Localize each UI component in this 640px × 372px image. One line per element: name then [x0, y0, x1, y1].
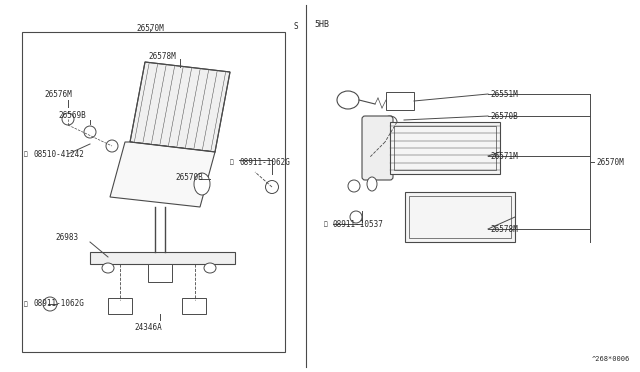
Text: 26571M: 26571M [490, 151, 518, 160]
Bar [390, 122, 500, 174]
Text: 08911-1062G: 08911-1062G [33, 299, 84, 308]
Text: 08911-1062G: 08911-1062G [239, 157, 290, 167]
Circle shape [84, 126, 96, 138]
Text: 26578M: 26578M [148, 51, 176, 61]
Text: 26570B: 26570B [175, 173, 203, 182]
Ellipse shape [367, 177, 377, 191]
Text: Ⓝ: Ⓝ [324, 221, 328, 227]
Text: 26570B: 26570B [490, 112, 518, 121]
Bar [22, 32, 285, 352]
Text: 08510-41242: 08510-41242 [33, 150, 84, 158]
Text: 26570M: 26570M [596, 157, 624, 167]
Text: 26551M: 26551M [490, 90, 518, 99]
Text: 26570M: 26570M [136, 23, 164, 32]
Text: 5HB: 5HB [314, 20, 329, 29]
Text: Ⓝ: Ⓝ [230, 159, 234, 165]
Circle shape [348, 180, 360, 192]
Text: 08911-10537: 08911-10537 [333, 219, 384, 228]
Polygon shape [90, 252, 235, 264]
Polygon shape [110, 142, 215, 207]
FancyBboxPatch shape [362, 116, 393, 180]
Ellipse shape [194, 173, 210, 195]
Ellipse shape [337, 91, 359, 109]
Bar [182, 298, 206, 314]
Circle shape [62, 113, 74, 125]
Polygon shape [130, 62, 230, 152]
Text: Ⓢ: Ⓢ [24, 151, 28, 157]
Text: 24346A: 24346A [134, 323, 162, 331]
Circle shape [43, 297, 57, 311]
Text: 26576M: 26576M [44, 90, 72, 99]
Ellipse shape [102, 263, 114, 273]
Polygon shape [148, 264, 172, 282]
Bar [405, 192, 515, 242]
Text: ^268*0006: ^268*0006 [592, 356, 630, 362]
Bar [394, 126, 496, 170]
Bar [108, 298, 132, 314]
Circle shape [106, 140, 118, 152]
Circle shape [350, 211, 362, 223]
Text: 26578M: 26578M [490, 224, 518, 234]
Text: 26569B: 26569B [58, 110, 86, 119]
Ellipse shape [383, 116, 397, 128]
Bar [409, 196, 511, 238]
Text: Ⓝ: Ⓝ [24, 301, 28, 307]
Bar [386, 92, 414, 110]
Text: S: S [293, 22, 298, 31]
Ellipse shape [204, 263, 216, 273]
Ellipse shape [266, 180, 278, 193]
Text: 26983: 26983 [55, 232, 78, 241]
